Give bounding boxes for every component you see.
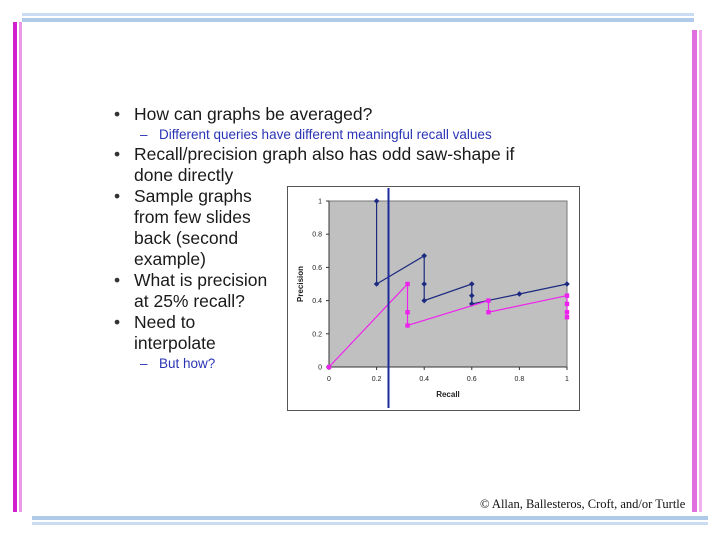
bullet-marker: •: [114, 312, 121, 332]
series-2-point: [486, 298, 491, 303]
series-2-point: [405, 323, 410, 328]
bullet-marker: •: [114, 186, 121, 206]
sub-bullet-text: But how?: [159, 356, 216, 371]
series-2-point: [405, 310, 410, 315]
bottom-border-bar: [32, 516, 708, 525]
series-1-point: [373, 198, 380, 204]
series-1-point: [373, 281, 380, 287]
series-1-point: [516, 291, 523, 297]
y-tick-label: 0.4: [312, 298, 322, 305]
x-tick-label: 0.2: [372, 376, 382, 383]
series-2-point: [326, 364, 332, 370]
bullet-item: • Sample graphs from few slides back (se…: [112, 186, 572, 270]
bullet-text-line: Recall/precision graph also has odd saw-…: [134, 144, 515, 164]
bullet-text: How can graphs be averaged?: [134, 104, 373, 124]
bullet-item: • What is precision at 25% recall?: [112, 270, 572, 312]
series-1-line: [375, 201, 568, 305]
bullet-marker: •: [114, 144, 121, 164]
bullet-marker: •: [114, 104, 121, 124]
bullet-text-line: at 25% recall?: [134, 291, 245, 311]
series-2-point: [564, 310, 570, 315]
bullet-text-line: Need to: [134, 312, 196, 332]
x-tick-label: 0.6: [467, 376, 477, 383]
y-tick-label: 1: [318, 199, 322, 206]
series-2-line: [328, 282, 568, 368]
sub-bullet-text: Different queries have different meaning…: [159, 127, 492, 142]
series-2-point: [564, 301, 570, 307]
series-2-point: [564, 315, 570, 320]
y-tick-label: 0: [318, 365, 322, 372]
series-1-point: [469, 301, 475, 307]
bullet-text-line: from few slides: [134, 207, 251, 227]
bullet-item: • How can graphs be averaged?: [112, 104, 572, 125]
x-tick-label: 0.8: [515, 376, 525, 383]
sub-bullet-item: – But how?: [112, 354, 572, 373]
sub-bullet-marker: –: [140, 127, 148, 142]
right-border-bar: [692, 30, 702, 512]
x-tick-label: 0: [327, 376, 331, 383]
series-2-point: [405, 281, 410, 287]
plot-area: [328, 200, 568, 368]
series-1-point: [421, 281, 427, 287]
top-border-bar: [22, 13, 694, 22]
bullet-text-line: done directly: [134, 165, 234, 185]
bullet-item: • Recall/precision graph also has odd sa…: [112, 144, 572, 186]
bullet-item: • Need to interpolate: [112, 312, 572, 354]
y-tick-label: 0.8: [312, 232, 322, 239]
sub-bullet-item: – Different queries have different meani…: [112, 125, 572, 144]
x-tick-label: 0.4: [419, 376, 429, 383]
y-axis-label: Precision: [296, 266, 305, 302]
x-tick-label: 1: [565, 376, 569, 383]
bullet-text-line: example): [134, 249, 206, 269]
y-tick-label: 0.6: [312, 265, 322, 272]
bullet-text-line: interpolate: [134, 333, 216, 353]
y-tick-label: 0.2: [312, 331, 322, 338]
sub-bullet-marker: –: [140, 356, 148, 371]
series-1-point: [469, 292, 475, 299]
left-border-bar: [13, 22, 22, 512]
bullet-marker: •: [114, 270, 121, 290]
series-1-point: [469, 281, 475, 287]
bullet-text-line: back (second: [134, 228, 239, 248]
bullet-text-line: What is precision: [134, 270, 268, 290]
series-2-point: [486, 310, 491, 315]
series-2-point: [564, 293, 570, 298]
bullet-text-line: Sample graphs: [134, 186, 252, 206]
precision-recall-chart: 0 0.2 0.4 0.6 0.8 1 0 0.2 0.4 0.6 0.8 1 Recall Precis…: [296, 188, 570, 408]
x-axis-label: Recall: [436, 390, 460, 399]
copyright-credit: © Allan, Ballesteros, Croft, and/or Turt…: [480, 497, 686, 511]
bullet-list: • How can graphs be averaged? – Differen…: [112, 104, 572, 373]
